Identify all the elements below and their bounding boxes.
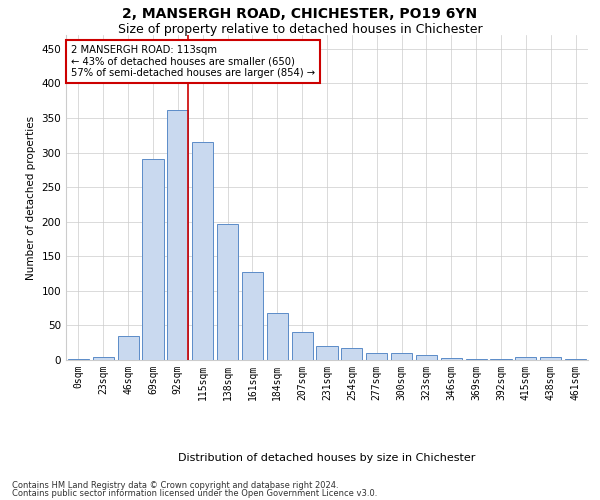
Y-axis label: Number of detached properties: Number of detached properties [26,116,36,280]
Bar [267,313,288,360]
Bar [142,160,164,360]
Bar [515,356,536,360]
Bar [341,348,362,360]
Bar [292,332,313,360]
Bar [217,224,238,360]
Text: Size of property relative to detached houses in Chichester: Size of property relative to detached ho… [118,22,482,36]
Text: 2, MANSERGH ROAD, CHICHESTER, PO19 6YN: 2, MANSERGH ROAD, CHICHESTER, PO19 6YN [122,8,478,22]
Bar [540,357,561,360]
Bar [118,336,139,360]
Bar [316,346,338,360]
Bar [391,353,412,360]
Bar [167,110,188,360]
Bar [441,358,462,360]
Text: Contains HM Land Registry data © Crown copyright and database right 2024.: Contains HM Land Registry data © Crown c… [12,481,338,490]
Bar [192,142,213,360]
Bar [366,353,387,360]
Bar [93,356,114,360]
Bar [416,355,437,360]
Text: Contains public sector information licensed under the Open Government Licence v3: Contains public sector information licen… [12,488,377,498]
Text: 2 MANSERGH ROAD: 113sqm
← 43% of detached houses are smaller (650)
57% of semi-d: 2 MANSERGH ROAD: 113sqm ← 43% of detache… [71,45,316,78]
Bar [68,358,89,360]
Bar [242,272,263,360]
X-axis label: Distribution of detached houses by size in Chichester: Distribution of detached houses by size … [178,453,476,463]
